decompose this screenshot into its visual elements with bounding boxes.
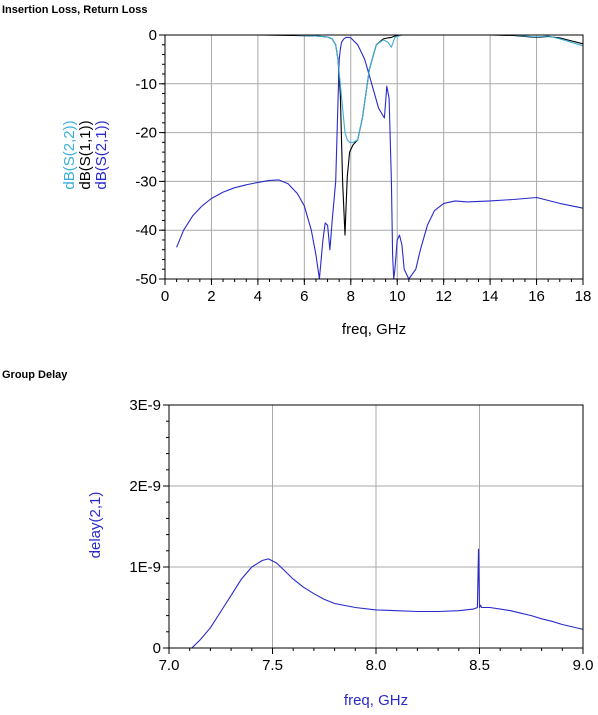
x-tick-label: 16 <box>528 288 545 305</box>
chart1-y-tick-labels: 0 -10 -20 -30 -40 -50 <box>135 27 165 288</box>
series-line-db-s-1-1- <box>176 34 584 236</box>
chart-group-delay: Group Delay 7.0 7.5 8.0 8.5 9.0 3E-9 2E-9 1E-9… <box>2 369 593 709</box>
x-tick-label: 10 <box>389 288 406 305</box>
chart2-title: Group Delay <box>2 369 68 381</box>
series-line-db-s-2-1- <box>176 36 584 280</box>
chart1-y-axis-labels: dB(S(2,2)) dB(S(1,1)) dB(S(2,1)) <box>61 120 110 189</box>
y-tick-label: 3E-9 <box>129 397 161 414</box>
y-axis-label-2: dB(S(2,1)) <box>93 120 110 189</box>
chart2-grid <box>168 404 584 649</box>
chart1-series-layer <box>176 34 584 280</box>
chart2-y-tick-labels: 3E-9 2E-9 1E-9 0 <box>129 397 169 657</box>
y-tick-label: -10 <box>135 76 157 93</box>
chart2-x-axis-label: freq, GHz <box>344 692 408 709</box>
y-tick-label: 0 <box>149 27 157 44</box>
x-tick-label: 7.5 <box>262 657 283 674</box>
y-tick-label: -20 <box>135 125 157 142</box>
x-tick-label: 0 <box>161 288 169 305</box>
y-tick-label: -30 <box>135 173 157 190</box>
series-line-db-s-2-2- <box>176 34 584 143</box>
chart1-x-axis-label: freq, GHz <box>342 321 406 338</box>
y-axis-label-0: dB(S(2,2)) <box>61 120 78 189</box>
series-line-delay-2-1- <box>191 548 584 649</box>
x-tick-label: 2 <box>207 288 215 305</box>
chart1-title: Insertion Loss, Return Loss <box>2 4 147 16</box>
x-tick-label: 14 <box>482 288 499 305</box>
y-tick-label: 2E-9 <box>129 478 161 495</box>
y-tick-label: -50 <box>135 271 157 288</box>
y-tick-label: -40 <box>135 222 157 239</box>
chart1-plot-frame <box>164 34 584 280</box>
x-tick-label: 6 <box>300 288 308 305</box>
x-tick-label: 12 <box>435 288 452 305</box>
x-tick-label: 7.0 <box>159 657 180 674</box>
chart1-grid <box>164 34 584 280</box>
y-tick-label: 1E-9 <box>129 559 161 576</box>
chart2-series-layer <box>191 548 584 649</box>
chart1-x-tick-labels: 0 2 4 6 8 10 12 14 16 18 <box>161 279 592 305</box>
x-tick-label: 8.0 <box>366 657 387 674</box>
x-tick-label: 8 <box>347 288 355 305</box>
x-tick-label: 4 <box>254 288 262 305</box>
x-tick-label: 18 <box>575 288 592 305</box>
y-axis-label-1: dB(S(1,1)) <box>77 120 94 189</box>
chart2-x-tick-labels: 7.0 7.5 8.0 8.5 9.0 <box>159 648 594 674</box>
chart-insertion-return-loss: Insertion Loss, Return Loss 0 2 4 6 8 10 12 14 1… <box>2 4 591 338</box>
chart2-y-axis-label: delay(2,1) <box>87 492 104 559</box>
x-tick-label: 8.5 <box>469 657 490 674</box>
y-tick-label: 0 <box>153 640 161 657</box>
x-tick-label: 9.0 <box>573 657 594 674</box>
